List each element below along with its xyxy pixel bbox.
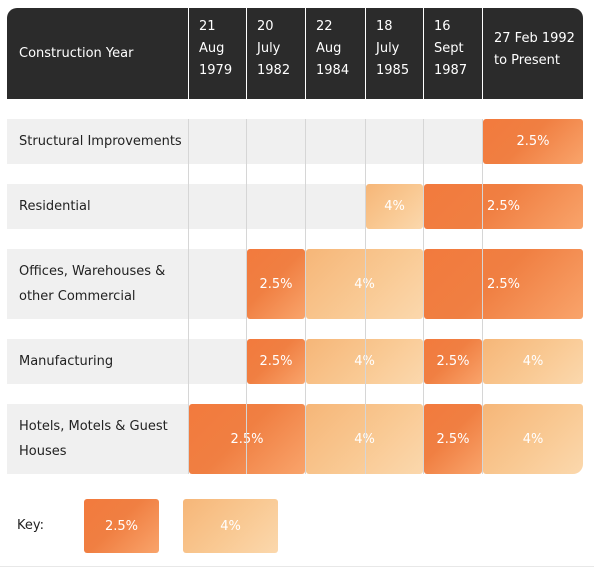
header-date-column: 16 Sept 1987	[424, 8, 482, 99]
text-line: 1984	[316, 63, 350, 78]
text-line: Hotels, Motels & Guest	[19, 419, 168, 434]
text-line: July	[257, 41, 281, 56]
row-label: Residential	[7, 184, 188, 229]
header-date-column: 21 Aug 1979	[189, 8, 246, 99]
rate-cell: 2.5%	[483, 119, 583, 164]
key-swatch: 4%	[183, 499, 278, 553]
text-line: Structural Improvements	[19, 134, 182, 149]
header-date-column: 22 Aug 1984	[306, 8, 365, 99]
column-divider	[188, 119, 189, 474]
column-divider	[482, 119, 483, 474]
row-label-text: Residential	[19, 194, 91, 219]
rate-cell: 2.5%	[247, 249, 305, 319]
empty-cell	[424, 119, 482, 164]
empty-cell	[189, 184, 246, 229]
empty-cell	[247, 119, 305, 164]
header-date-column: 27 Feb 1992 to Present	[483, 8, 583, 99]
rate-cell: 2.5%	[424, 249, 583, 319]
text-line: Aug	[199, 41, 225, 56]
row-label: Hotels, Motels & Guest Houses	[7, 404, 188, 474]
key-swatch: 2.5%	[84, 499, 159, 553]
header-date-column: 20 July 1982	[247, 8, 305, 99]
rate-cell: 2.5%	[424, 404, 482, 474]
text-line: Residential	[19, 199, 91, 214]
rate-cell: 4%	[306, 404, 423, 474]
empty-cell	[189, 339, 246, 384]
header-row-label: Construction Year	[7, 8, 188, 99]
text-line: Houses	[19, 444, 67, 459]
text-line: Offices, Warehouses &	[19, 264, 166, 279]
text-line: 18	[376, 19, 393, 34]
text-line: to Present	[494, 53, 560, 68]
key-label: Key:	[17, 518, 45, 533]
rate-cell: 4%	[483, 404, 583, 474]
row-label: Offices, Warehouses & other Commercial	[7, 249, 188, 319]
rate-cell: 4%	[306, 249, 423, 319]
rate-cell: 2.5%	[424, 339, 482, 384]
column-divider	[305, 119, 306, 474]
text-line: Manufacturing	[19, 354, 114, 369]
empty-cell	[366, 119, 423, 164]
text-line: Aug	[316, 41, 342, 56]
text-line: 16	[434, 19, 451, 34]
row-label-text: Structural Improvements	[19, 129, 182, 154]
empty-cell	[189, 249, 246, 319]
column-divider	[365, 119, 366, 474]
row-label-text: Manufacturing	[19, 349, 113, 374]
text-line: 21	[199, 19, 216, 34]
text-line: 1987	[434, 63, 468, 78]
text-line: July	[376, 41, 400, 56]
text-line: 20	[257, 19, 274, 34]
text-line: other Commercial	[19, 289, 136, 304]
text-line: 27 Feb 1992	[494, 31, 575, 46]
text-line: 1982	[257, 63, 291, 78]
row-label-text: Hotels, Motels & Guest Houses	[19, 414, 168, 464]
rate-cell: 2.5%	[189, 404, 305, 474]
text-line: 22	[316, 19, 333, 34]
rate-cell: 4%	[483, 339, 583, 384]
rate-cell: 4%	[366, 184, 423, 229]
row-label: Structural Improvements	[7, 119, 188, 164]
empty-cell	[306, 184, 365, 229]
row-label: Manufacturing	[7, 339, 188, 384]
column-divider	[423, 119, 424, 474]
rate-cell: 4%	[306, 339, 423, 384]
rate-cell: 2.5%	[424, 184, 583, 229]
empty-cell	[189, 119, 246, 164]
header-date-column: 18 July 1985	[366, 8, 423, 99]
text-line: 1979	[199, 63, 233, 78]
bottom-divider	[0, 566, 594, 567]
rate-cell: 2.5%	[247, 339, 305, 384]
text-line: 1985	[376, 63, 410, 78]
empty-cell	[306, 119, 365, 164]
row-label-text: Offices, Warehouses & other Commercial	[19, 259, 165, 309]
column-divider	[246, 119, 247, 474]
text-line: Sept	[434, 41, 464, 56]
empty-cell	[247, 184, 305, 229]
